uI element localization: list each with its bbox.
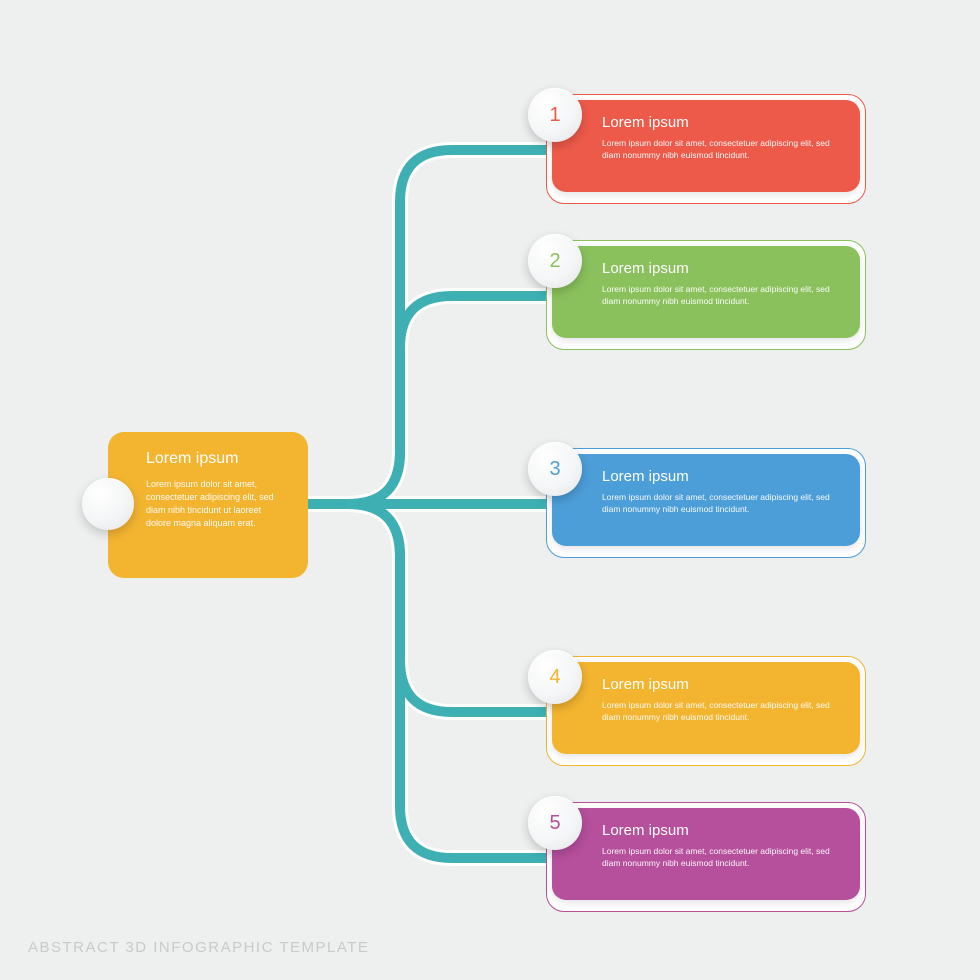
branch-number-circle: 2 [528, 234, 582, 288]
branch-title: Lorem ipsum [602, 114, 842, 131]
branch-number: 2 [549, 250, 560, 273]
branch-title: Lorem ipsum [602, 676, 842, 693]
branch-number-circle: 3 [528, 442, 582, 496]
branch-title: Lorem ipsum [602, 822, 842, 839]
branch-fill: Lorem ipsum Lorem ipsum dolor sit amet, c… [552, 246, 860, 338]
branch-number: 1 [549, 104, 560, 127]
branch-number-circle: 1 [528, 88, 582, 142]
branch-fill: Lorem ipsum Lorem ipsum dolor sit amet, c… [552, 454, 860, 546]
footer-label: ABSTRACT 3D INFOGRAPHIC TEMPLATE [28, 939, 369, 956]
branch-number: 5 [549, 812, 560, 835]
branch-body: Lorem ipsum dolor sit amet, consectetuer… [602, 137, 842, 162]
branch-fill: Lorem ipsum Lorem ipsum dolor sit amet, c… [552, 808, 860, 900]
source-circle-icon [82, 478, 134, 530]
branch-fill: Lorem ipsum Lorem ipsum dolor sit amet, c… [552, 662, 860, 754]
infographic-canvas: Lorem ipsum Lorem ipsum dolor sit amet, … [0, 0, 980, 980]
branch-title: Lorem ipsum [602, 260, 842, 277]
source-title: Lorem ipsum [146, 450, 288, 468]
branch-body: Lorem ipsum dolor sit amet, consectetuer… [602, 845, 842, 870]
branch-title: Lorem ipsum [602, 468, 842, 485]
branch-number-circle: 5 [528, 796, 582, 850]
branch-fill: Lorem ipsum Lorem ipsum dolor sit amet, c… [552, 100, 860, 192]
branch-number-circle: 4 [528, 650, 582, 704]
branch-body: Lorem ipsum dolor sit amet, consectetuer… [602, 283, 842, 308]
source-body: Lorem ipsum dolor sit amet, consectetuer… [146, 478, 288, 530]
source-card: Lorem ipsum Lorem ipsum dolor sit amet, … [108, 432, 308, 578]
branch-number: 3 [549, 458, 560, 481]
branch-body: Lorem ipsum dolor sit amet, consectetuer… [602, 491, 842, 516]
branch-body: Lorem ipsum dolor sit amet, consectetuer… [602, 699, 842, 724]
branch-number: 4 [549, 666, 560, 689]
